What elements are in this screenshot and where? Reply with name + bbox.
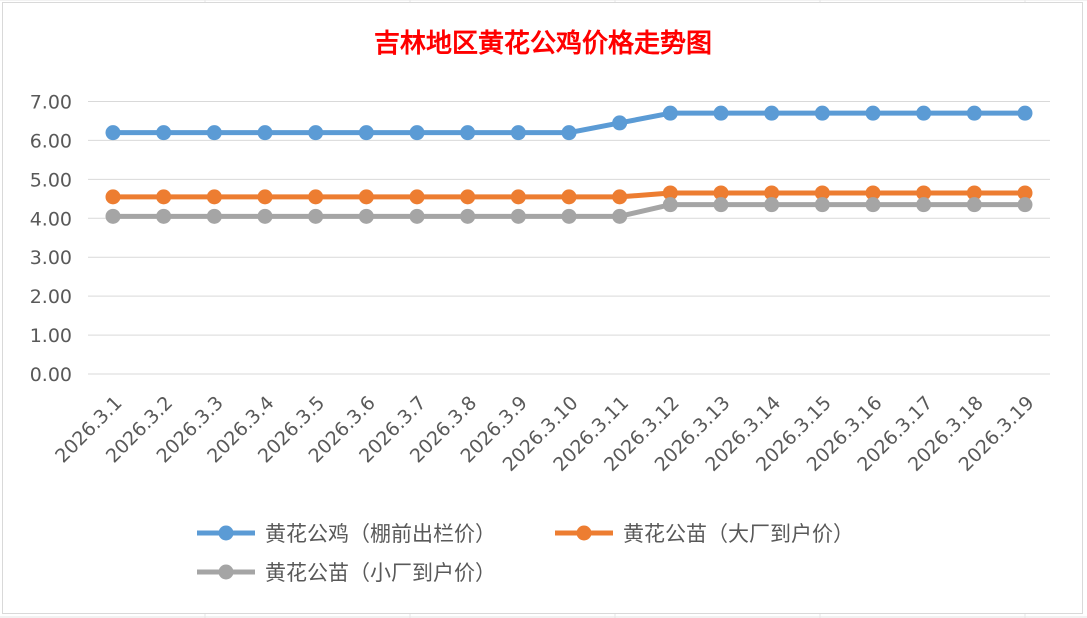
data-point[interactable] [308,125,324,141]
data-point[interactable] [916,105,932,121]
y-tick-label: 7.00 [30,92,72,114]
data-point[interactable] [561,208,577,224]
data-point[interactable] [206,189,222,205]
data-point[interactable] [966,105,982,121]
data-point[interactable] [612,208,628,224]
data-point[interactable] [662,105,678,121]
data-point[interactable] [612,115,628,131]
data-point[interactable] [1017,105,1033,121]
data-point[interactable] [916,197,932,213]
data-point[interactable] [460,208,476,224]
y-tick-label: 4.00 [30,208,72,230]
legend-swatch-marker [218,525,234,541]
data-point[interactable] [966,197,982,213]
data-point[interactable] [105,189,121,205]
data-point[interactable] [713,197,729,213]
y-tick-label: 0.00 [30,364,72,386]
data-point[interactable] [561,125,577,141]
data-point[interactable] [460,189,476,205]
data-point[interactable] [916,185,932,201]
data-point[interactable] [764,105,780,121]
x-axis-tick-labels: 2026.3.12026.3.22026.3.32026.3.42026.3.5… [51,392,1038,476]
data-point[interactable] [156,208,172,224]
series-2 [105,185,1033,205]
data-point[interactable] [409,208,425,224]
data-point[interactable] [358,208,374,224]
series-3 [105,197,1033,224]
legend-label: 黄花公苗（小厂到户价） [265,561,496,585]
legend-swatch-marker [218,564,234,580]
data-point[interactable] [814,185,830,201]
data-point[interactable] [662,185,678,201]
gridlines [88,101,1050,375]
y-tick-label: 6.00 [30,130,72,152]
data-point[interactable] [409,125,425,141]
data-point[interactable] [1017,185,1033,201]
legend-label: 黄花公鸡（棚前出栏价） [265,522,496,546]
data-point[interactable] [662,197,678,213]
data-point[interactable] [966,185,982,201]
legend-entry[interactable]: 黄花公苗（大厂到户价） [555,522,854,546]
data-point[interactable] [510,125,526,141]
data-point[interactable] [206,125,222,141]
data-point[interactable] [358,125,374,141]
y-tick-label: 1.00 [30,325,72,347]
data-point[interactable] [510,208,526,224]
data-point[interactable] [460,125,476,141]
y-tick-label: 3.00 [30,247,72,269]
data-point[interactable] [409,189,425,205]
legend-swatch-marker [576,525,592,541]
data-point[interactable] [764,197,780,213]
data-point[interactable] [156,125,172,141]
data-point[interactable] [865,105,881,121]
data-point[interactable] [257,208,273,224]
legend-entry[interactable]: 黄花公苗（小厂到户价） [197,561,496,585]
data-point[interactable] [814,105,830,121]
data-point[interactable] [105,208,121,224]
data-point[interactable] [308,189,324,205]
legend: 黄花公鸡（棚前出栏价） 黄花公苗（大厂到户价） 黄花公苗（小厂到户价） [197,522,854,585]
data-point[interactable] [510,189,526,205]
data-point[interactable] [814,197,830,213]
data-point[interactable] [764,185,780,201]
data-point[interactable] [561,189,577,205]
legend-entry[interactable]: 黄花公鸡（棚前出栏价） [197,522,496,546]
data-point[interactable] [257,189,273,205]
data-point[interactable] [1017,197,1033,213]
data-point[interactable] [206,208,222,224]
legend-label: 黄花公苗（大厂到户价） [623,522,854,546]
series-lines [105,105,1033,224]
data-point[interactable] [308,208,324,224]
data-point[interactable] [612,189,628,205]
data-point[interactable] [156,189,172,205]
data-point[interactable] [865,197,881,213]
data-point[interactable] [257,125,273,141]
y-tick-label: 5.00 [30,169,72,191]
y-axis-tick-labels: 0.00 1.00 2.00 3.00 4.00 5.00 6.00 7.00 [30,92,72,387]
y-tick-label: 2.00 [30,286,72,308]
data-point[interactable] [358,189,374,205]
data-point[interactable] [105,125,121,141]
data-point[interactable] [713,185,729,201]
chart-title: 吉林地区黄花公鸡价格走势图 [374,28,712,59]
series-1 [105,105,1033,141]
data-point[interactable] [713,105,729,121]
data-point[interactable] [865,185,881,201]
